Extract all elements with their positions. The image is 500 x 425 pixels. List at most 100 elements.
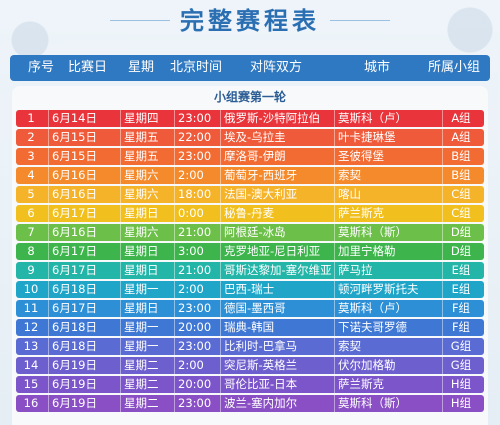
row-match: 德国-墨西哥	[224, 301, 286, 315]
column-separator	[442, 300, 443, 317]
column-separator	[220, 129, 221, 146]
column-separator	[220, 167, 221, 184]
column-separator	[442, 129, 443, 146]
column-separator	[174, 395, 175, 412]
row-time: 23:00	[178, 301, 212, 315]
row-time: 20:00	[178, 377, 212, 391]
column-separator	[220, 376, 221, 393]
row-match: 法国-澳大利亚	[224, 187, 298, 201]
row-date: 6月17日	[52, 244, 97, 258]
row-number: 7	[27, 225, 35, 239]
column-separator	[334, 319, 335, 336]
column-separator	[220, 395, 221, 412]
column-separator	[334, 262, 335, 279]
column-separator	[120, 262, 121, 279]
row-time: 2:00	[178, 358, 204, 372]
row-group: G组	[450, 339, 472, 353]
table-row: 2 6月15日 星期五 22:00 埃及-乌拉圭 叶卡捷琳堡 A组	[16, 129, 484, 146]
row-match: 葡萄牙-西班牙	[224, 168, 298, 182]
row-number: 1	[27, 111, 35, 125]
column-separator	[334, 300, 335, 317]
row-time: 22:00	[178, 130, 212, 144]
column-separator	[220, 319, 221, 336]
column-separator	[220, 281, 221, 298]
column-separator	[220, 224, 221, 241]
row-time: 18:00	[178, 187, 212, 201]
column-separator	[334, 357, 335, 374]
table-row: 6 6月17日 星期日 0:00 秘鲁-丹麦 萨兰斯克 C组	[16, 205, 484, 222]
column-separator	[174, 357, 175, 374]
column-separator	[334, 281, 335, 298]
round-title: 小组赛第一轮	[213, 90, 286, 104]
row-city: 莫斯科（卢）	[338, 301, 407, 315]
row-weekday: 星期一	[124, 320, 159, 334]
row-group: F组	[451, 320, 471, 334]
header-weekday: 星期	[128, 60, 155, 75]
column-separator	[442, 357, 443, 374]
column-separator	[442, 148, 443, 165]
row-number: 5	[27, 187, 35, 201]
row-number: 2	[27, 130, 35, 144]
row-date: 6月17日	[52, 263, 97, 277]
row-time: 21:00	[178, 263, 212, 277]
row-weekday: 星期六	[124, 225, 159, 239]
table-row: 8 6月17日 星期日 3:00 克罗地亚-尼日利亚 加里宁格勒 D组	[16, 243, 484, 260]
column-separator	[442, 376, 443, 393]
column-separator	[334, 148, 335, 165]
column-separator	[174, 110, 175, 127]
row-date: 6月16日	[52, 225, 97, 239]
row-match: 巴西-瑞士	[224, 282, 275, 296]
row-date: 6月18日	[52, 320, 97, 334]
row-weekday: 星期二	[124, 358, 159, 372]
column-separator	[220, 186, 221, 203]
column-separator	[174, 129, 175, 146]
row-match: 哥伦比亚-日本	[224, 377, 298, 391]
row-number: 10	[23, 282, 39, 296]
column-separator	[174, 148, 175, 165]
row-match: 埃及-乌拉圭	[224, 130, 286, 144]
column-separator	[174, 262, 175, 279]
row-group: D组	[450, 225, 472, 239]
column-separator	[442, 205, 443, 222]
column-separator	[174, 205, 175, 222]
row-group: E组	[451, 282, 471, 296]
row-weekday: 星期二	[124, 377, 159, 391]
row-weekday: 星期日	[124, 206, 159, 220]
header-city: 城市	[364, 60, 391, 75]
row-date: 6月15日	[52, 149, 97, 163]
column-separator	[442, 319, 443, 336]
column-separator	[120, 395, 121, 412]
row-group: G组	[450, 358, 472, 372]
row-weekday: 星期六	[124, 168, 159, 182]
table-row: 5 6月16日 星期六 18:00 法国-澳大利亚 喀山 C组	[16, 186, 484, 203]
row-match: 波兰-塞内加尔	[224, 396, 298, 410]
header-date: 比赛日	[68, 60, 108, 75]
column-separator	[334, 243, 335, 260]
row-city: 索契	[338, 339, 361, 353]
row-number: 6	[27, 206, 35, 220]
row-match: 克罗地亚-尼日利亚	[224, 244, 321, 258]
row-group: H组	[450, 377, 472, 391]
row-city: 萨兰斯克	[338, 377, 384, 391]
column-separator	[120, 186, 121, 203]
column-separator	[174, 281, 175, 298]
table-row: 15 6月19日 星期二 20:00 哥伦比亚-日本 萨兰斯克 H组	[16, 376, 484, 393]
title-decoration-right	[330, 20, 390, 21]
table-row: 16 6月19日 星期二 23:00 波兰-塞内加尔 莫斯科（斯） H组	[16, 395, 484, 412]
column-separator	[48, 338, 49, 355]
table-row: 1 6月14日 星期四 23:00 俄罗斯-沙特阿拉伯 莫斯科（卢） A组	[16, 110, 484, 127]
row-date: 6月15日	[52, 130, 97, 144]
column-separator	[174, 243, 175, 260]
row-city: 加里宁格勒	[338, 244, 396, 258]
row-match: 突尼斯-英格兰	[224, 358, 298, 372]
row-city: 下诺夫哥罗德	[338, 320, 407, 334]
row-match: 摩洛哥-伊朗	[224, 149, 286, 163]
row-number: 3	[27, 149, 35, 163]
row-date: 6月16日	[52, 187, 97, 201]
row-time: 21:00	[178, 225, 212, 239]
row-city: 莫斯科（斯）	[338, 396, 407, 410]
column-separator	[120, 110, 121, 127]
column-separator	[174, 338, 175, 355]
column-separator	[48, 129, 49, 146]
row-weekday: 星期五	[124, 130, 159, 144]
